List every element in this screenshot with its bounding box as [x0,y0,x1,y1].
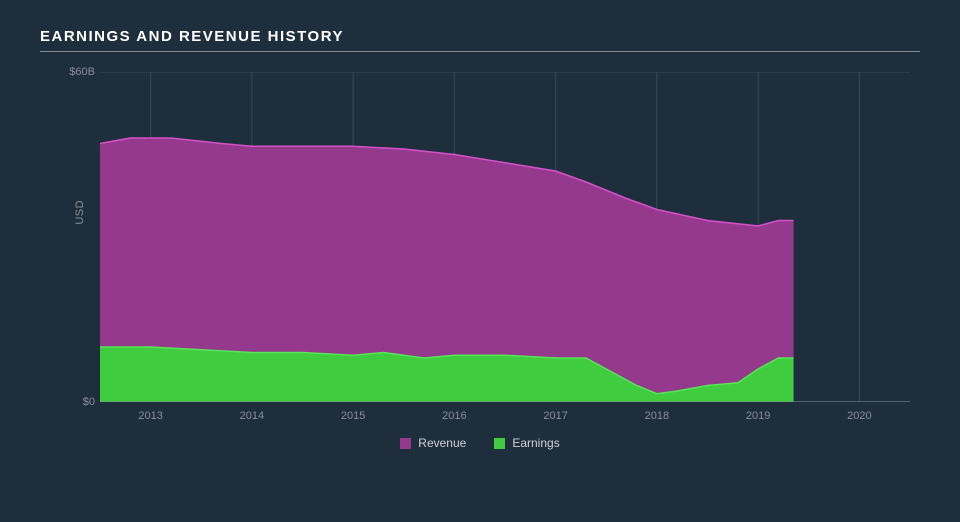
xtick-label: 2019 [746,410,770,422]
chart-title: EARNINGS AND REVENUE HISTORY [40,28,920,45]
xtick-label: 2018 [645,410,669,422]
legend-label: Revenue [418,436,466,450]
xtick-label: 2015 [341,410,365,422]
xtick-label: 2017 [543,410,567,422]
ytick-label: $0 [40,396,95,408]
legend: Revenue Earnings [40,436,920,450]
legend-swatch [494,438,505,449]
xtick-label: 2013 [138,410,162,422]
plot-area: USD $0$60B201320142015201620172018201920… [100,72,910,402]
title-rule [40,51,920,52]
y-axis-unit-label: USD [74,200,86,225]
chart-wrap: USD $0 $60B 2013 2014 2015 2016 2017 2018 2019 20… [40,62,920,462]
ytick-label: $60B [40,66,95,78]
chart-svg [100,72,910,402]
chart-container: EARNINGS AND REVENUE HISTORY USD $0 $60B 2… [0,0,960,522]
legend-item-revenue: Revenue [400,436,466,450]
xtick-label: 2016 [442,410,466,422]
xtick-label: 2014 [240,410,264,422]
legend-label: Earnings [512,436,559,450]
legend-swatch [400,438,411,449]
xtick-label: 2020 [847,410,871,422]
legend-item-earnings: Earnings [494,436,559,450]
